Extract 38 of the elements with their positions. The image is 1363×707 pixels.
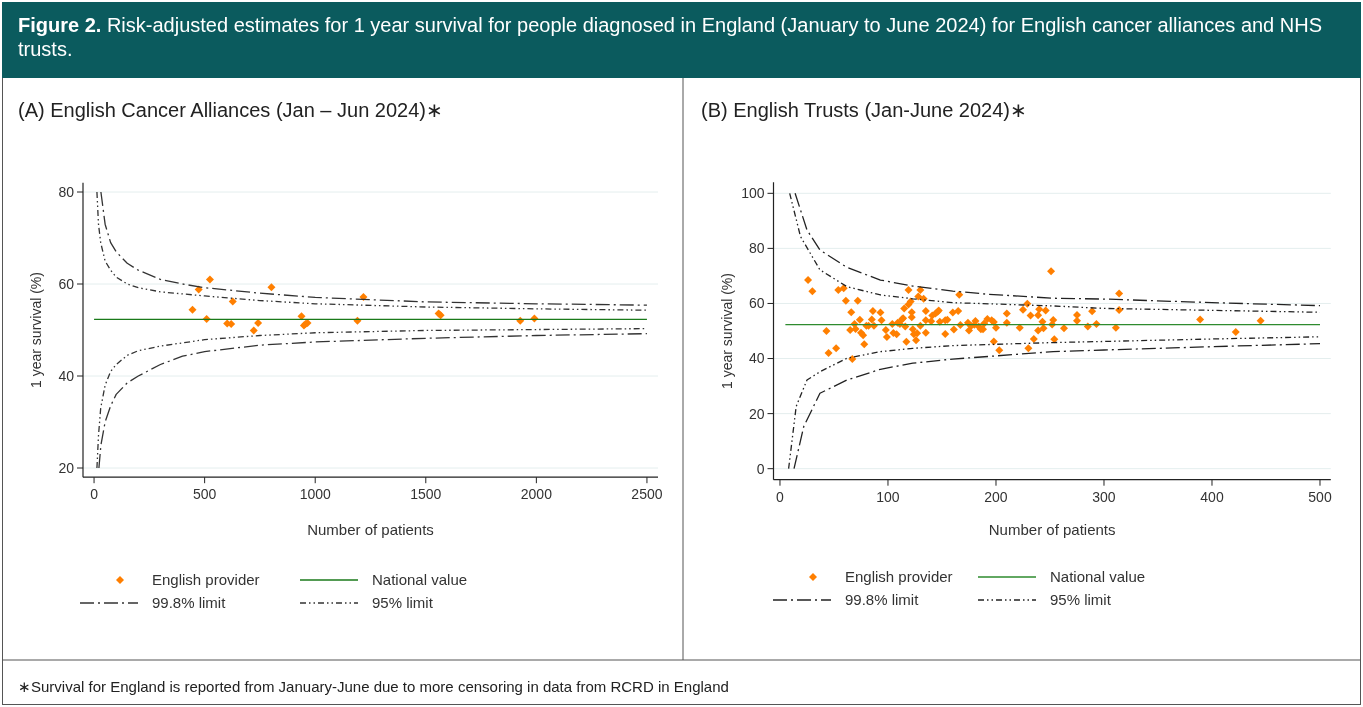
- x-tick-label: 200: [984, 488, 1008, 505]
- caption: Figure 2.: [18, 14, 102, 36]
- y-tick-label: 60: [748, 295, 765, 312]
- y-axis-title: 1 year survival (%): [28, 272, 44, 388]
- x-tick-label: 400: [1200, 488, 1224, 505]
- y-tick-label: 20: [58, 459, 75, 476]
- y-tick-label: 40: [748, 350, 765, 367]
- legend-label: 99.8% limit: [845, 591, 920, 609]
- x-tick-label: 0: [90, 486, 99, 503]
- y-tick-label: 40: [58, 367, 75, 384]
- x-tick-label: 100: [876, 488, 900, 505]
- text: ∗Survival for England is reported from January-June due to more censoring in data from RCRD in England: [18, 678, 729, 695]
- x-tick-label: 2500: [631, 486, 663, 503]
- y-tick-label: 20: [748, 405, 765, 422]
- y-tick-label: 0: [756, 460, 765, 477]
- x-axis-title: Number of patients: [988, 521, 1116, 538]
- legend-label: 95% limit: [1050, 591, 1112, 609]
- x-tick-label: 1000: [299, 486, 331, 503]
- chart-title: (B) English Trusts (Jan-June 2024)∗: [701, 99, 1028, 121]
- y-tick-label: 60: [58, 275, 75, 292]
- x-tick-label: 2000: [520, 486, 553, 503]
- y-tick-label: 80: [748, 240, 765, 257]
- legend-label: National value: [1050, 568, 1146, 586]
- y-tick-label: 100: [741, 185, 765, 202]
- y-axis-title: 1 year survival (%): [718, 273, 735, 389]
- x-tick-label: 500: [192, 486, 217, 503]
- y-tick-label: 80: [58, 183, 75, 200]
- x-tick-label: 500: [1308, 488, 1332, 505]
- x-axis-title: Number of patients: [307, 521, 434, 538]
- legend-label: 95% limit: [372, 594, 434, 612]
- legend-label: English provider: [152, 571, 260, 589]
- x-tick-label: 300: [1092, 488, 1116, 505]
- chart-title: (A) English Cancer Alliances (Jan – Jun 2024)∗: [18, 99, 443, 121]
- x-tick-label: 0: [776, 488, 785, 505]
- legend-label: National value: [372, 571, 468, 589]
- legend-label: English provider: [845, 568, 953, 586]
- legend-label: 99.8% limit: [152, 594, 227, 612]
- x-tick-label: 1500: [410, 486, 442, 503]
